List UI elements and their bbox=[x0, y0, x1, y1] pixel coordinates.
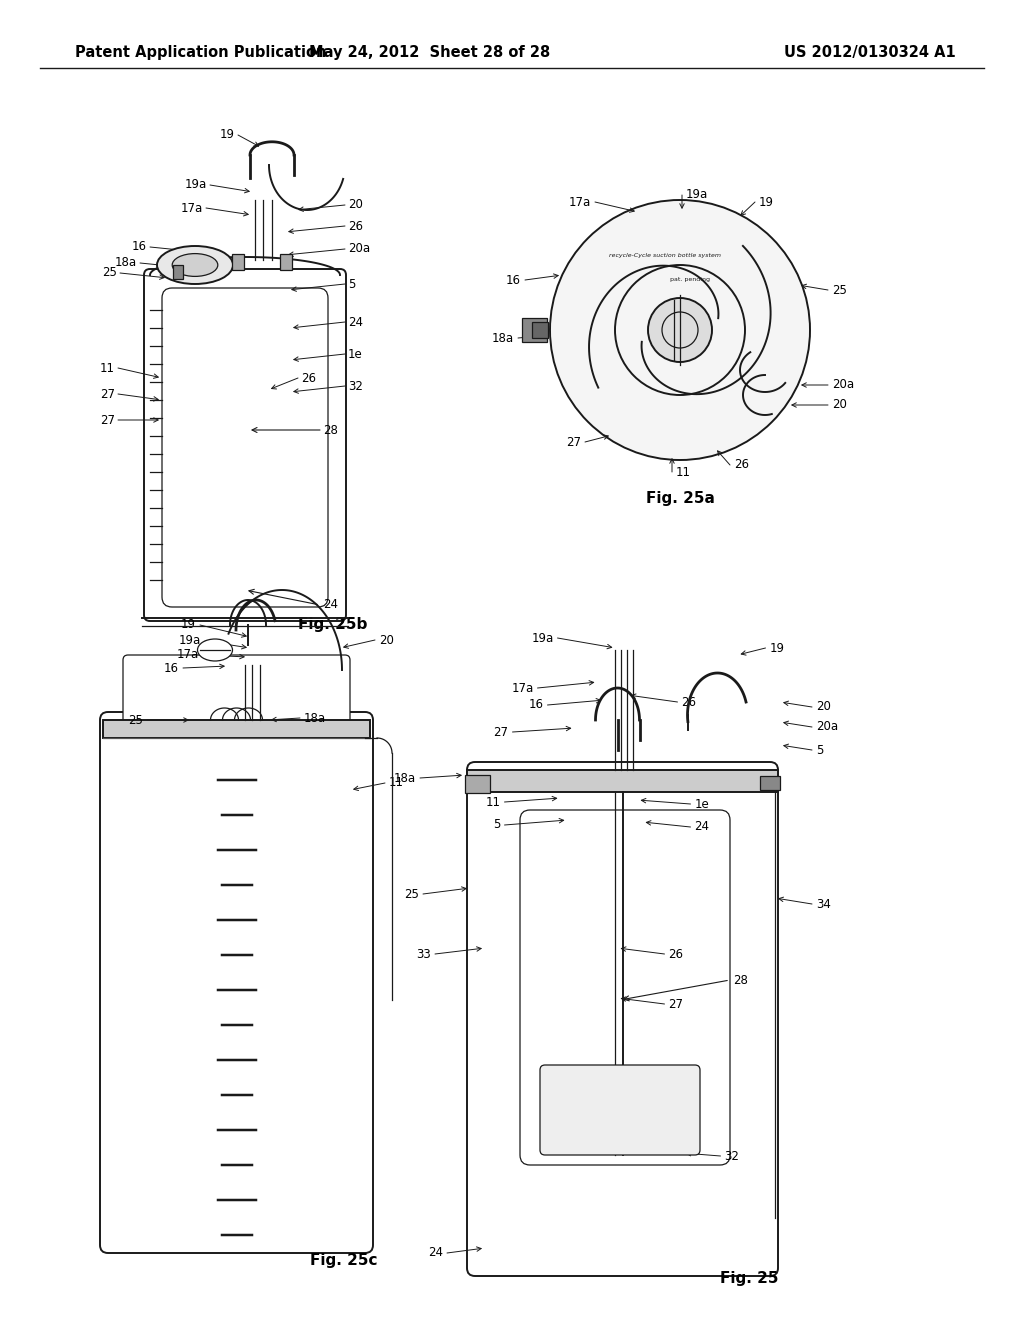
Text: 19: 19 bbox=[220, 128, 234, 141]
Text: 20: 20 bbox=[379, 634, 394, 647]
Circle shape bbox=[648, 298, 712, 362]
Text: 16: 16 bbox=[506, 273, 521, 286]
Text: Fig. 25c: Fig. 25c bbox=[310, 1253, 378, 1267]
Text: 19a: 19a bbox=[184, 178, 207, 191]
Bar bbox=[465, 775, 490, 793]
Text: Fig. 25: Fig. 25 bbox=[720, 1270, 778, 1286]
Text: 27: 27 bbox=[669, 998, 683, 1011]
Text: 17a: 17a bbox=[511, 681, 534, 694]
Text: 17a: 17a bbox=[568, 195, 591, 209]
Text: 27: 27 bbox=[494, 726, 509, 738]
Text: 11: 11 bbox=[100, 362, 115, 375]
Text: 27: 27 bbox=[100, 388, 115, 400]
Text: 24: 24 bbox=[428, 1246, 443, 1259]
Text: 20: 20 bbox=[831, 399, 847, 412]
Text: 25: 25 bbox=[128, 714, 143, 726]
Text: Fig. 25a: Fig. 25a bbox=[645, 491, 715, 506]
Text: 32: 32 bbox=[348, 380, 362, 392]
Text: 26: 26 bbox=[348, 219, 362, 232]
Text: recycle-Cycle suction bottle system: recycle-Cycle suction bottle system bbox=[609, 252, 721, 257]
Text: 32: 32 bbox=[725, 1150, 739, 1163]
Text: pat. pending: pat. pending bbox=[670, 277, 710, 282]
Text: 18a: 18a bbox=[394, 771, 416, 784]
Text: 26: 26 bbox=[682, 696, 696, 709]
FancyBboxPatch shape bbox=[520, 810, 730, 1166]
Text: 26: 26 bbox=[301, 371, 316, 384]
Bar bbox=[532, 322, 548, 338]
Text: Fig. 25b: Fig. 25b bbox=[298, 618, 368, 632]
Text: 11: 11 bbox=[485, 796, 501, 808]
Text: 25: 25 bbox=[102, 267, 117, 280]
Text: 11: 11 bbox=[389, 776, 404, 789]
Text: 16: 16 bbox=[132, 240, 147, 253]
Bar bbox=[103, 719, 370, 738]
Text: 24: 24 bbox=[323, 598, 338, 611]
Text: 1e: 1e bbox=[348, 347, 362, 360]
Text: 18a: 18a bbox=[304, 711, 326, 725]
Circle shape bbox=[550, 201, 810, 459]
Text: 26: 26 bbox=[734, 458, 749, 471]
Text: 33: 33 bbox=[416, 948, 431, 961]
Text: 19a: 19a bbox=[531, 631, 554, 644]
Bar bbox=[280, 253, 292, 271]
Text: 11: 11 bbox=[676, 466, 691, 479]
Text: 20: 20 bbox=[816, 701, 830, 714]
FancyBboxPatch shape bbox=[100, 711, 373, 1253]
Text: 34: 34 bbox=[816, 898, 830, 911]
Text: 24: 24 bbox=[694, 821, 710, 833]
Text: 27: 27 bbox=[100, 413, 115, 426]
Text: Patent Application Publication: Patent Application Publication bbox=[75, 45, 327, 59]
Text: 19: 19 bbox=[769, 642, 784, 655]
Text: 27: 27 bbox=[566, 436, 581, 449]
Text: 20a: 20a bbox=[348, 243, 370, 256]
Text: 1e: 1e bbox=[694, 797, 710, 810]
Bar bbox=[173, 265, 183, 279]
Text: 5: 5 bbox=[494, 818, 501, 832]
Text: 17a: 17a bbox=[181, 202, 203, 214]
Text: 5: 5 bbox=[816, 743, 823, 756]
Text: 16: 16 bbox=[528, 698, 544, 711]
Ellipse shape bbox=[198, 639, 232, 661]
Bar bbox=[467, 770, 778, 792]
FancyBboxPatch shape bbox=[144, 269, 346, 620]
Text: 28: 28 bbox=[733, 974, 748, 986]
FancyBboxPatch shape bbox=[467, 762, 778, 1276]
Text: 24: 24 bbox=[348, 315, 362, 329]
Text: 19: 19 bbox=[181, 619, 196, 631]
Text: 20a: 20a bbox=[816, 721, 838, 734]
Text: 19a: 19a bbox=[179, 635, 201, 648]
Text: 25: 25 bbox=[831, 284, 847, 297]
Text: 18a: 18a bbox=[492, 331, 514, 345]
Ellipse shape bbox=[172, 253, 218, 276]
FancyBboxPatch shape bbox=[162, 288, 328, 607]
Text: 19a: 19a bbox=[686, 189, 709, 202]
Text: 17a: 17a bbox=[177, 648, 199, 661]
Bar bbox=[232, 253, 244, 271]
FancyBboxPatch shape bbox=[123, 655, 350, 725]
Text: 25: 25 bbox=[404, 887, 419, 900]
Ellipse shape bbox=[157, 246, 233, 284]
Text: May 24, 2012  Sheet 28 of 28: May 24, 2012 Sheet 28 of 28 bbox=[309, 45, 551, 59]
Bar bbox=[522, 318, 547, 342]
Text: 20: 20 bbox=[348, 198, 362, 211]
Text: 5: 5 bbox=[348, 277, 355, 290]
Text: US 2012/0130324 A1: US 2012/0130324 A1 bbox=[784, 45, 955, 59]
Text: 26: 26 bbox=[669, 948, 683, 961]
FancyBboxPatch shape bbox=[540, 1065, 700, 1155]
Text: 18a: 18a bbox=[115, 256, 137, 269]
Text: 28: 28 bbox=[323, 424, 338, 437]
Text: 16: 16 bbox=[164, 661, 179, 675]
Bar bbox=[760, 776, 780, 789]
Bar bbox=[467, 776, 487, 789]
Text: 20a: 20a bbox=[831, 379, 854, 392]
Text: 19: 19 bbox=[759, 195, 774, 209]
